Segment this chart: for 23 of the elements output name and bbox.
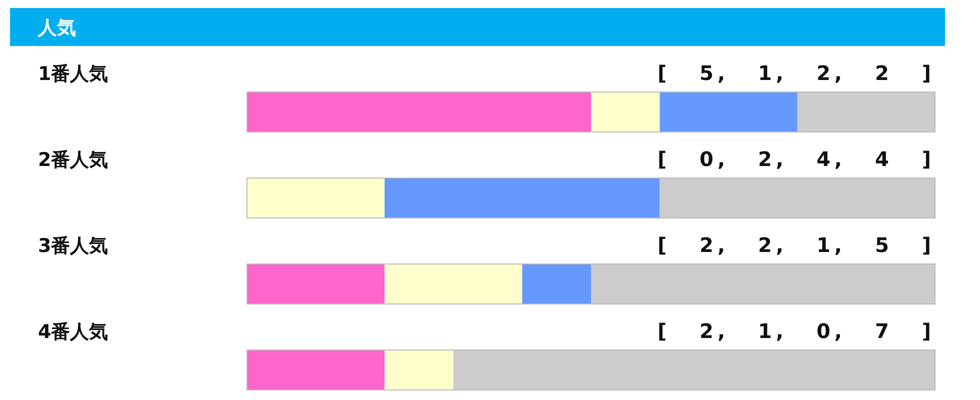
bar [247,264,385,304]
y-tick-label: 3番人気 [38,235,108,257]
bar [384,178,660,218]
bar [384,350,454,390]
bar [660,178,935,218]
bar [247,350,385,390]
bar [797,92,935,132]
bar [591,92,660,132]
bar [453,350,935,390]
bar [660,92,798,132]
bar [384,264,522,304]
y-tick-label: 1番人気 [38,63,108,85]
text: 人気 [37,17,76,39]
annotation: [ 5, 1, 2, 2 ] [657,61,935,85]
annotation: [ 2, 1, 0, 7 ] [657,319,935,343]
bar [247,178,385,218]
bar [522,264,591,304]
annotation: [ 0, 2, 4, 4 ] [657,147,935,171]
annotation: [ 2, 2, 1, 5 ] [657,233,935,257]
y-tick-label: 2番人気 [38,149,108,171]
y-tick-label: 4番人気 [38,321,108,343]
bar [591,264,935,304]
bar [247,92,591,132]
